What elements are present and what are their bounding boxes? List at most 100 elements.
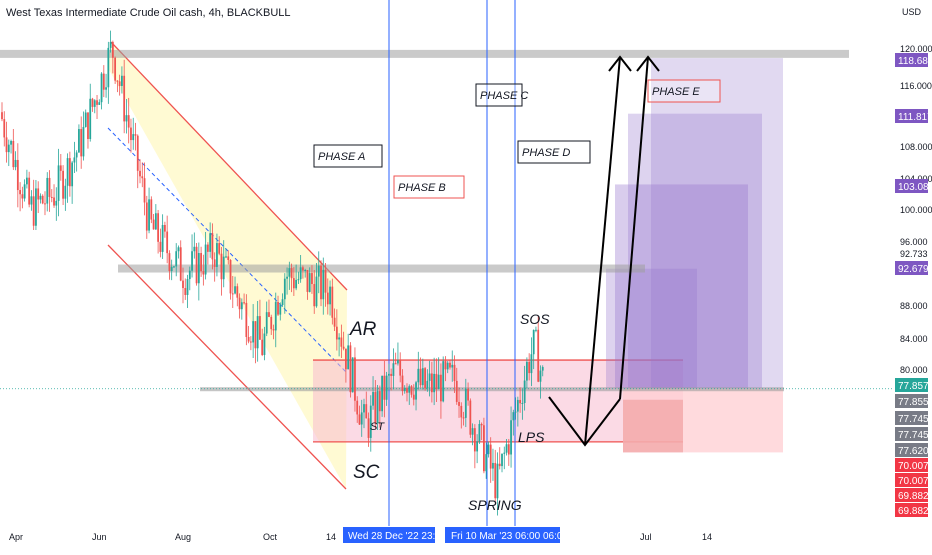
candle-body — [406, 388, 408, 393]
arrowhead-1 — [608, 55, 632, 72]
phase-e-box — [647, 79, 721, 103]
candle-body — [10, 140, 12, 145]
candle-body — [256, 316, 259, 349]
price-tag-12: 69.882 — [898, 506, 929, 517]
candle-body — [209, 233, 212, 252]
candle-body — [281, 299, 284, 306]
candle-body — [324, 269, 327, 293]
candle-body — [157, 213, 160, 242]
candle-body — [48, 177, 51, 197]
candle-body — [3, 119, 6, 138]
candle-body — [100, 73, 103, 103]
candle-body — [247, 337, 250, 342]
time-tag-bg-1 — [445, 527, 560, 543]
candle-body — [383, 375, 386, 400]
price-tag-bg-5 — [895, 394, 928, 408]
time-tag-bg-0 — [343, 527, 435, 543]
target-zone-4 — [606, 268, 697, 389]
time-tick-2: Aug — [175, 532, 191, 542]
candle-body — [238, 297, 241, 310]
candle-body — [496, 463, 499, 499]
candle-body — [351, 357, 354, 393]
candle-body — [487, 444, 490, 455]
candle-body — [274, 302, 277, 331]
candle-body — [349, 345, 352, 393]
candle-body — [338, 337, 341, 340]
channel-top-line — [110, 41, 348, 291]
candle-body — [286, 276, 288, 279]
price-tag-bg-12 — [895, 503, 928, 517]
candle-body — [130, 127, 132, 141]
candle-body — [82, 126, 85, 157]
price-tick-4: 100.000 — [900, 205, 932, 215]
candle-body — [32, 196, 35, 226]
price-tick-6: 92.733 — [900, 249, 928, 259]
candle-body — [329, 286, 331, 305]
target-zone-2 — [628, 113, 762, 389]
candle-body — [23, 184, 26, 199]
axis-currency: USD — [902, 7, 922, 17]
candle-body — [428, 373, 431, 381]
candle-body — [227, 256, 230, 261]
candle-body — [467, 388, 469, 401]
candle-body — [68, 158, 71, 187]
candle-body — [381, 375, 383, 412]
candle-body — [28, 177, 31, 205]
phase-a-box — [313, 144, 383, 168]
candle-body — [168, 253, 171, 272]
candle-body — [505, 444, 508, 453]
candle-body — [55, 200, 58, 206]
candle-body — [460, 405, 463, 418]
price-tag-8: 77.620 — [898, 446, 929, 457]
candle-body — [462, 417, 465, 419]
candle-body — [498, 463, 501, 467]
candle-body — [1, 112, 3, 120]
candle-body — [166, 231, 169, 254]
candle-body — [451, 364, 454, 368]
candle-body — [78, 129, 80, 153]
candle-body — [376, 391, 379, 424]
candle-body — [225, 256, 227, 258]
candle-body — [35, 188, 37, 226]
candle-body — [331, 286, 334, 318]
price-tick-8: 84.000 — [900, 334, 928, 344]
candle-body — [118, 81, 121, 86]
candle-body — [489, 444, 492, 469]
candle-body — [426, 380, 429, 389]
candle-body — [530, 354, 533, 374]
candle-body — [363, 404, 365, 413]
price-tag-bg-2 — [895, 179, 928, 193]
candle-body — [175, 251, 178, 267]
candle-body — [390, 373, 393, 376]
projection-arrow-2 — [619, 56, 649, 400]
candle-body — [306, 270, 309, 292]
candle-body — [75, 152, 78, 158]
candle-body — [152, 219, 155, 230]
candle-body — [412, 394, 415, 400]
candle-body — [469, 400, 472, 435]
candle-body — [268, 312, 270, 317]
candle-body — [231, 293, 234, 295]
candle-body — [148, 199, 150, 231]
candle-body — [191, 251, 193, 271]
candle-body — [197, 253, 200, 284]
candle-body — [222, 256, 225, 280]
candle-body — [417, 368, 420, 383]
candle-body — [186, 279, 189, 295]
candle-body — [342, 346, 345, 349]
candle-body — [464, 388, 467, 418]
candle-body — [270, 316, 273, 330]
candle-body — [73, 157, 76, 163]
candle-body — [96, 100, 98, 105]
candle-body — [132, 134, 135, 141]
price-tick-7: 88.000 — [900, 301, 928, 311]
candle-body — [283, 278, 286, 300]
price-tag-bg-0 — [895, 53, 928, 67]
phase-label-1: PHASE B — [398, 182, 446, 194]
candle-body — [365, 404, 368, 419]
candle-body — [87, 112, 89, 140]
price-tag-bg-8 — [895, 443, 928, 457]
candle-body — [446, 362, 449, 370]
candle-body — [302, 267, 304, 271]
